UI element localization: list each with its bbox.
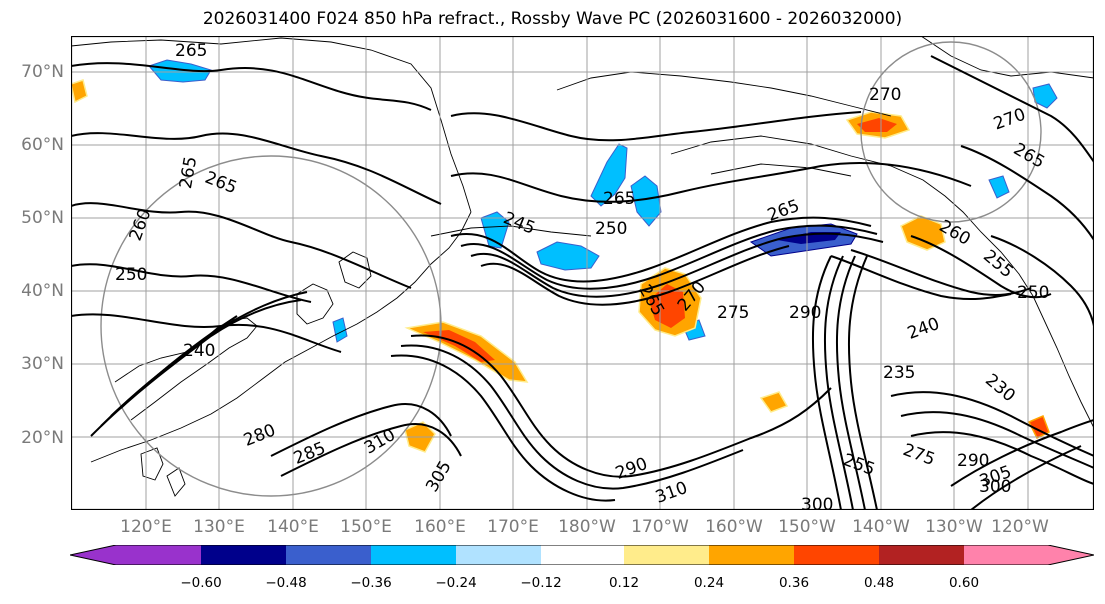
contour-label: 265 xyxy=(175,41,207,61)
lon-label-160e: 160°E xyxy=(414,517,466,537)
colorbar-extend-min xyxy=(70,545,201,565)
lon-label-150w: 150°W xyxy=(778,517,836,537)
contour-label: 250 xyxy=(595,219,627,239)
map-title: 2026031400 F024 850 hPa refract., Rossby… xyxy=(202,9,903,29)
colorbar-tick-label: −0.60 xyxy=(180,575,222,591)
colorbar-tick-label: 0.60 xyxy=(948,575,980,591)
lon-label-170e: 170°E xyxy=(487,517,539,537)
shade-blue-japan-sea xyxy=(332,317,348,343)
colorbar-tick-label: 0.36 xyxy=(778,575,810,591)
lat-label-30n: 30°N xyxy=(21,354,64,374)
lat-label-20n: 20°N xyxy=(21,428,64,448)
lon-label-180w: 180°W xyxy=(558,517,616,537)
shade-orange-hawaii-north xyxy=(759,391,789,413)
lon-label-120w: 120°W xyxy=(991,517,1049,537)
colorbar-swatch xyxy=(879,545,964,565)
colorbar-tick-label: 0.12 xyxy=(608,575,640,591)
colorbar-swatch xyxy=(541,545,624,565)
colorbar-tick-label: −0.24 xyxy=(435,575,477,591)
colorbar-swatch xyxy=(286,545,371,565)
lon-label-170w: 170°W xyxy=(631,517,689,537)
map-canvas[interactable]: 265 265 265 260 250 240 245 250 265 265 … xyxy=(71,36,1094,510)
shade-blue-bering-2 xyxy=(630,175,662,227)
colorbar-swatch xyxy=(624,545,709,565)
packet-circles xyxy=(100,41,1042,497)
colorbar-tick-label: −0.36 xyxy=(350,575,392,591)
contour-label: 240 xyxy=(183,341,215,361)
lon-label-150e: 150°E xyxy=(340,517,392,537)
lon-label-140w: 140°W xyxy=(852,517,910,537)
lon-label-120e: 120°E xyxy=(120,517,172,537)
shaded-areas xyxy=(71,59,1058,453)
shade-blue-gulf-core xyxy=(777,232,841,244)
contour-label: 270 xyxy=(869,85,901,105)
shade-orange-bc-coast xyxy=(900,215,946,251)
colorbar-tick-label: −0.12 xyxy=(520,575,562,591)
lon-label-130e: 130°E xyxy=(193,517,245,537)
colorbar-swatch xyxy=(371,545,456,565)
colorbar-tick-label: 0.48 xyxy=(863,575,895,591)
shade-blue-pacific-north xyxy=(536,241,600,271)
refractivity-contours xyxy=(71,55,1094,510)
shade-red-gulf-alaska-north xyxy=(857,118,897,132)
colorbar-swatch xyxy=(794,545,879,565)
shade-blue-canada-west xyxy=(988,175,1010,199)
lon-label-130w: 130°W xyxy=(925,517,983,537)
colorbar-tick-label: −0.48 xyxy=(265,575,307,591)
graticule xyxy=(71,36,1094,510)
lon-label-160w: 160°W xyxy=(705,517,763,537)
lat-label-60n: 60°N xyxy=(21,135,64,155)
coastlines xyxy=(71,36,1094,497)
contour-label: 300 xyxy=(801,495,833,510)
shade-blue-kamchatka xyxy=(148,59,212,83)
colorbar-swatch xyxy=(709,545,794,565)
lon-label-140e: 140°E xyxy=(267,517,319,537)
shade-orange-siberia xyxy=(71,79,88,104)
contour-label: 250 xyxy=(115,265,147,285)
contour-label: 265 xyxy=(603,189,635,209)
contour-label: 300 xyxy=(979,477,1011,497)
colorbar-extend-max xyxy=(964,545,1094,565)
colorbar-tick-label: 0.24 xyxy=(693,575,725,591)
contour-label: 290 xyxy=(957,451,989,471)
lat-label-50n: 50°N xyxy=(21,208,64,228)
colorbar-swatch xyxy=(201,545,286,565)
colorbar-swatch xyxy=(456,545,541,565)
contour-label: 235 xyxy=(883,363,915,383)
lat-label-70n: 70°N xyxy=(21,62,64,82)
map-panel[interactable]: 265 265 265 260 250 240 245 250 265 265 … xyxy=(71,36,1094,510)
contour-label: 290 xyxy=(789,303,821,323)
colorbar xyxy=(70,545,1094,565)
packet-circle-west xyxy=(100,155,442,497)
contour-label: 250 xyxy=(1017,283,1049,303)
contour-label: 275 xyxy=(717,303,749,323)
lat-label-40n: 40°N xyxy=(21,281,64,301)
packet-circle-east xyxy=(860,41,1042,223)
